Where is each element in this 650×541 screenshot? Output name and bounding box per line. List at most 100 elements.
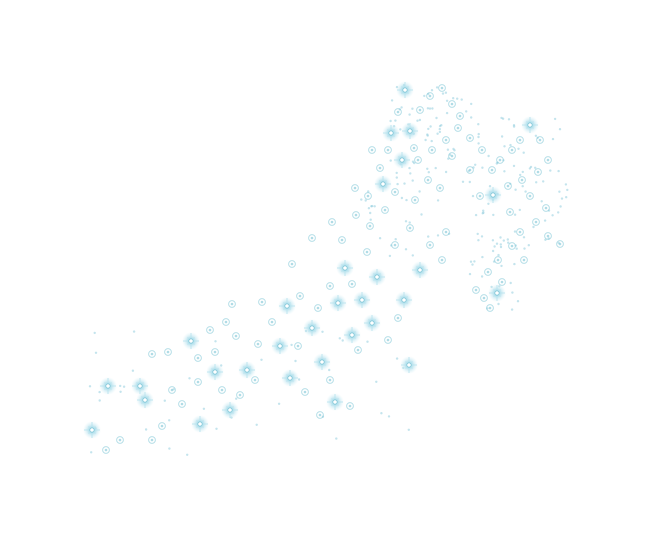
halo-dot-core xyxy=(366,194,370,198)
halo-dot-core xyxy=(546,234,550,238)
speckle-dot xyxy=(430,89,434,92)
halo-dot-core xyxy=(330,220,334,224)
speckle-dot xyxy=(566,188,569,192)
speckle-dot xyxy=(468,272,472,276)
speckle-dot xyxy=(413,161,416,165)
halo-dot xyxy=(354,346,362,354)
halo-dot-core xyxy=(412,146,416,150)
speckle-dot xyxy=(557,211,560,214)
speckle-dot xyxy=(341,339,344,342)
speckle-dot xyxy=(407,428,410,431)
speckle-dot xyxy=(389,159,392,162)
speckle-dot xyxy=(487,154,490,158)
speckle-dot xyxy=(506,238,509,241)
halo-dot-core xyxy=(506,184,510,188)
speckle-dot xyxy=(370,205,373,208)
speckle-dot xyxy=(515,247,518,250)
halo-dot-core xyxy=(438,186,442,190)
halo-dot xyxy=(416,106,424,114)
halo-dot xyxy=(351,184,359,192)
speckle-dot xyxy=(477,123,480,126)
speckle-dot xyxy=(403,182,406,185)
halo-dot xyxy=(251,376,259,384)
sparkle-icon xyxy=(313,353,331,371)
halo-dot-core xyxy=(208,328,212,332)
halo-dot xyxy=(222,318,230,326)
halo-dot-core xyxy=(486,270,490,274)
halo-dot xyxy=(194,378,202,386)
speckle-dot xyxy=(468,180,471,184)
halo-dot xyxy=(164,348,172,356)
speckle-dot xyxy=(471,263,474,266)
halo-dot xyxy=(366,222,374,230)
speckle-dot xyxy=(522,236,526,239)
halo-dot xyxy=(506,208,514,216)
halo-dot-core xyxy=(353,186,357,190)
halo-dot xyxy=(308,234,316,242)
halo-dot-core xyxy=(298,294,302,298)
halo-dot-core xyxy=(510,148,514,152)
speckle-dot xyxy=(497,253,500,257)
speckle-dot xyxy=(427,171,430,174)
speckle-dot xyxy=(452,97,455,100)
halo-dot-core xyxy=(468,136,472,140)
speckle-dot xyxy=(532,225,535,229)
speckle-dot xyxy=(502,239,505,242)
halo-dot xyxy=(148,350,156,358)
speckle-dot xyxy=(188,377,191,380)
speckle-dot xyxy=(453,149,456,152)
speckle-dot xyxy=(444,170,448,174)
speckle-dot xyxy=(500,264,503,268)
speckle-dot xyxy=(367,207,371,210)
speckle-dot xyxy=(470,116,473,119)
halo-dot-core xyxy=(418,108,422,112)
speckle-dot xyxy=(529,165,533,169)
speckle-dot xyxy=(395,171,398,175)
halo-dot-core xyxy=(444,230,448,234)
halo-dot-core xyxy=(224,320,228,324)
sparkle-icon xyxy=(83,421,101,439)
halo-dot-core xyxy=(393,243,397,247)
halo-dot xyxy=(442,136,450,144)
speckle-dot xyxy=(360,198,363,201)
halo-dot xyxy=(194,354,202,362)
speckle-dot xyxy=(366,340,369,343)
sparkle-icon xyxy=(238,361,256,379)
sparkle-icon xyxy=(326,393,344,411)
sparkle-icon xyxy=(353,291,371,309)
halo-dot xyxy=(314,304,322,312)
speckle-dot xyxy=(404,220,408,223)
sparkle-icon xyxy=(343,326,361,344)
halo-dot-core xyxy=(544,206,548,210)
sparkle-icon xyxy=(329,294,347,312)
speckle-dot xyxy=(513,213,517,216)
halo-dot-core xyxy=(170,388,174,392)
speckle-dot xyxy=(481,212,484,215)
speckle-dot xyxy=(426,134,429,137)
halo-dot xyxy=(516,228,524,236)
speckle-dot xyxy=(260,358,263,361)
speckle-dot xyxy=(411,160,415,163)
halo-dot xyxy=(478,146,486,154)
halo-dot-core xyxy=(150,352,154,356)
speckle-dot xyxy=(523,247,526,250)
speckle-dot xyxy=(521,185,524,188)
halo-dot-core xyxy=(546,158,550,162)
sparkle-icon xyxy=(363,314,381,332)
halo-dot-core xyxy=(104,448,108,452)
halo-dot-core xyxy=(428,243,432,247)
speckle-dot xyxy=(411,107,414,110)
speckle-dot xyxy=(491,249,495,253)
halo-dot xyxy=(326,376,334,384)
halo-dot-core xyxy=(270,320,274,324)
speckle-dot xyxy=(408,113,411,116)
halo-dot-core xyxy=(303,390,307,394)
speckle-dot xyxy=(474,213,478,217)
speckle-dot xyxy=(441,92,445,95)
speckle-dot xyxy=(507,118,511,121)
speckle-dot xyxy=(418,118,422,122)
speckle-dot xyxy=(438,127,441,131)
speckle-dot xyxy=(424,138,427,142)
